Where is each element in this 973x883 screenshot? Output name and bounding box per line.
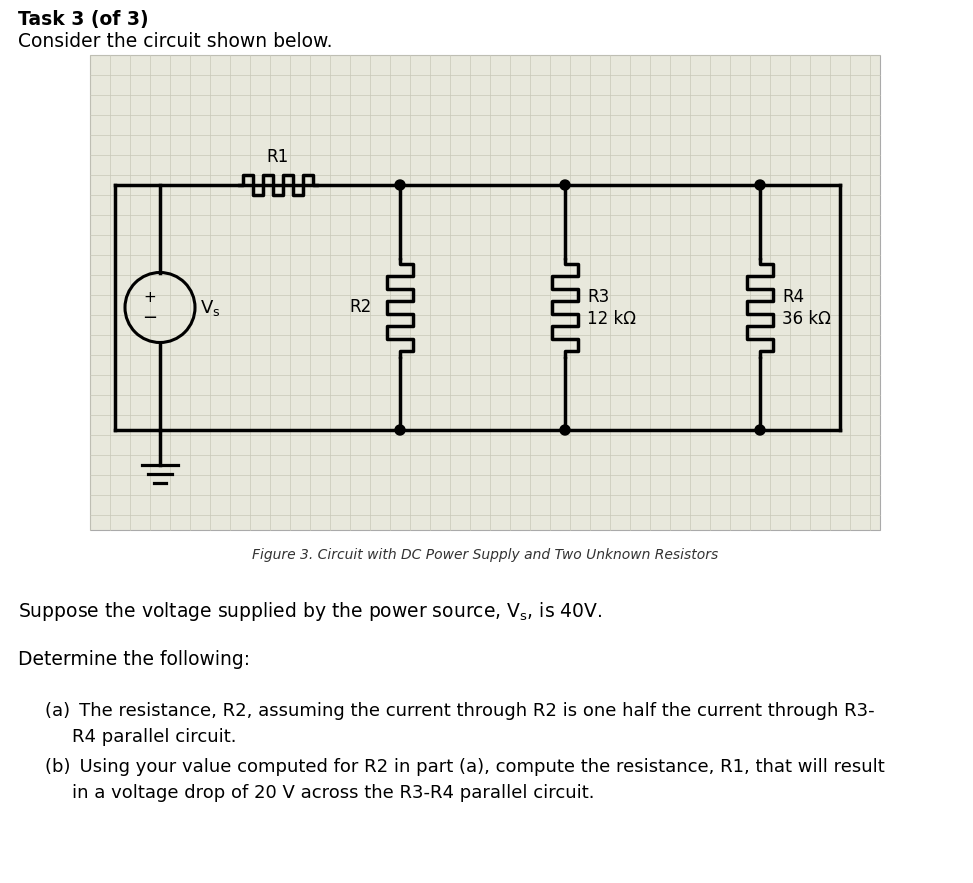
Text: Consider the circuit shown below.: Consider the circuit shown below.	[18, 32, 333, 51]
Circle shape	[755, 425, 765, 435]
Text: 36 kΩ: 36 kΩ	[782, 311, 831, 328]
Bar	[90, 55, 880, 530]
Text: R4: R4	[782, 289, 804, 306]
Circle shape	[755, 180, 765, 190]
Circle shape	[395, 425, 405, 435]
Text: −: −	[142, 308, 158, 327]
Circle shape	[395, 180, 405, 190]
Text: R1: R1	[267, 148, 289, 166]
Text: 12 kΩ: 12 kΩ	[587, 311, 636, 328]
Text: V$_\mathregular{s}$: V$_\mathregular{s}$	[200, 298, 221, 318]
Circle shape	[560, 180, 570, 190]
Text: Determine the following:: Determine the following:	[18, 650, 250, 669]
Text: +: +	[144, 290, 157, 305]
Text: (b) Using your value computed for R2 in part (a), compute the resistance, R1, th: (b) Using your value computed for R2 in …	[45, 758, 884, 776]
Text: in a voltage drop of 20 V across the R3-R4 parallel circuit.: in a voltage drop of 20 V across the R3-…	[72, 784, 595, 802]
Text: (a) The resistance, R2, assuming the current through R2 is one half the current : (a) The resistance, R2, assuming the cur…	[45, 702, 875, 720]
Text: R2: R2	[349, 298, 372, 316]
Text: Suppose the voltage supplied by the power source, V$_\mathregular{s}$, is 40V.: Suppose the voltage supplied by the powe…	[18, 600, 602, 623]
Text: Figure 3. Circuit with DC Power Supply and Two Unknown Resistors: Figure 3. Circuit with DC Power Supply a…	[252, 548, 718, 562]
Text: Task 3 (of 3): Task 3 (of 3)	[18, 10, 149, 29]
Text: R3: R3	[587, 289, 609, 306]
Text: R4 parallel circuit.: R4 parallel circuit.	[72, 728, 236, 746]
Circle shape	[560, 425, 570, 435]
